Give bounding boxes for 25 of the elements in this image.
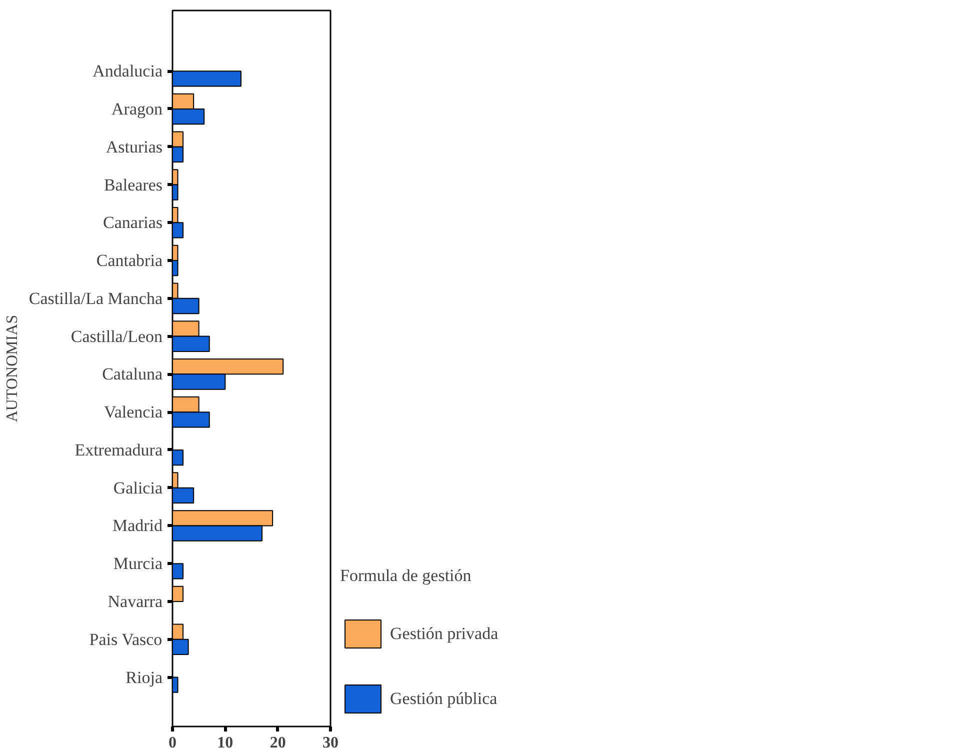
- legend-label: Gestión privada: [390, 624, 498, 644]
- y-tick-label: Aragon: [112, 99, 163, 118]
- y-tick-label: Galicia: [113, 478, 163, 498]
- legend-label: Gestión pública: [390, 688, 498, 708]
- y-tick-label: Valencia: [104, 402, 163, 422]
- y-axis-title: AUTONOMIAS: [4, 314, 21, 422]
- x-tick-label: 20: [270, 734, 286, 752]
- y-tick-label: Cataluna: [102, 364, 163, 384]
- y-tick-label: Andalucia: [92, 62, 163, 81]
- y-tick-label: Murcia: [113, 554, 163, 574]
- x-tick-label: 30: [322, 734, 338, 752]
- y-tick-label: Castilla/Leon: [70, 326, 163, 346]
- x-tick-label: 0: [168, 734, 176, 752]
- y-tick-label: Madrid: [112, 516, 163, 536]
- x-tick-label: 10: [217, 734, 234, 752]
- y-tick-label: Cantabria: [96, 251, 163, 270]
- legend-title: Formula de gestión: [340, 566, 472, 586]
- y-tick-label: Asturias: [106, 137, 163, 156]
- y-tick-label: Baleares: [104, 175, 163, 194]
- y-tick-label: Navarra: [108, 592, 163, 611]
- y-tick-label: Canarias: [103, 213, 163, 232]
- y-tick-label: Rioja: [126, 668, 163, 687]
- y-tick-label: Castilla/La Mancha: [28, 288, 163, 308]
- y-tick-label: Extremadura: [74, 440, 163, 460]
- y-tick-label: Pais Vasco: [89, 630, 162, 649]
